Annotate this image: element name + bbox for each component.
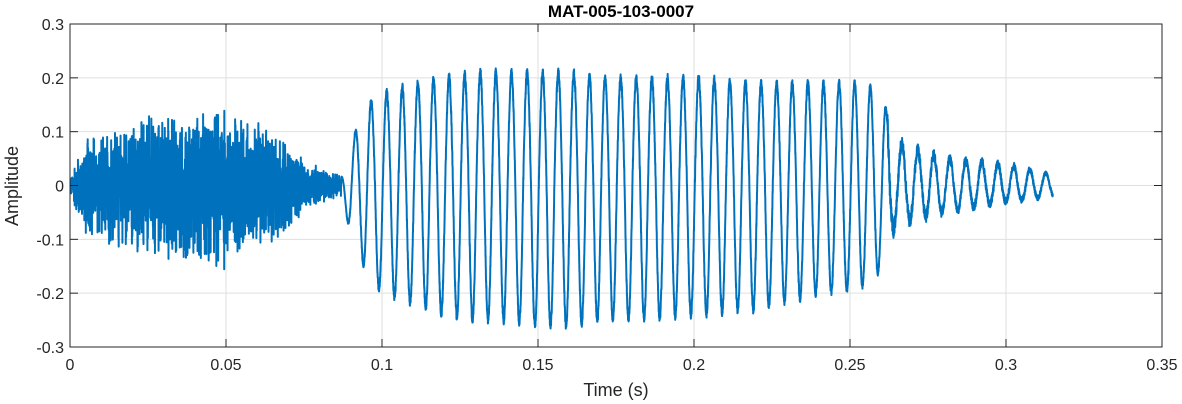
y-tick-label: 0.3 xyxy=(42,17,64,34)
y-tick-label: -0.1 xyxy=(36,232,64,249)
y-tick-label: 0.1 xyxy=(42,125,64,142)
x-tick-label: 0.2 xyxy=(683,357,705,374)
y-tick-label: -0.3 xyxy=(36,340,64,357)
y-axis-ticks: -0.3 -0.2 -0.1 0 0.1 0.2 0.3 xyxy=(36,17,1162,357)
x-tick-label: 0.1 xyxy=(371,357,393,374)
chart-title: MAT-005-103-0007 xyxy=(548,2,694,21)
y-tick-label: -0.2 xyxy=(36,286,64,303)
x-tick-label: 0.05 xyxy=(210,357,241,374)
x-tick-label: 0.35 xyxy=(1146,357,1177,374)
x-tick-label: 0.15 xyxy=(522,357,553,374)
x-tick-label: 0.25 xyxy=(834,357,865,374)
y-tick-label: 0.2 xyxy=(42,71,64,88)
x-tick-label: 0.3 xyxy=(995,357,1017,374)
x-tick-label: 0 xyxy=(66,357,75,374)
series-line-signal xyxy=(70,67,1054,330)
x-axis-label: Time (s) xyxy=(583,380,648,400)
x-axis-ticks: 0 0.05 0.1 0.15 0.2 0.25 0.3 0.35 xyxy=(66,24,1178,374)
y-tick-label: 0 xyxy=(55,179,64,196)
y-axis-label: Amplitude xyxy=(2,146,22,226)
